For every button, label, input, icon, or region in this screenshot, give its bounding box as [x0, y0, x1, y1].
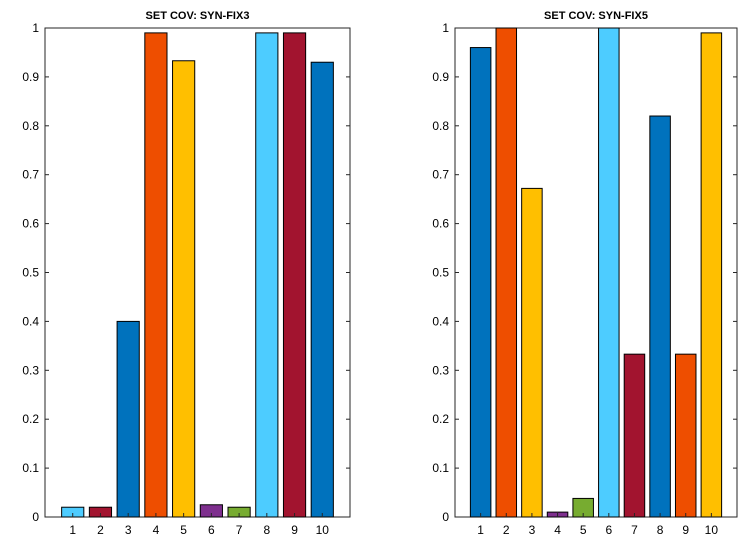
y-tick-label: 0.1 [22, 461, 39, 475]
y-tick-label: 0.7 [22, 168, 39, 182]
x-tick-label: 8 [657, 523, 664, 537]
y-tick-label: 0.2 [22, 412, 39, 426]
y-tick-label: 0.2 [432, 412, 449, 426]
y-axis-ticks: 0 0.1 0.2 0.3 0.4 0.5 0.6 0.7 0.8 0.9 1 [432, 21, 737, 524]
x-axis-ticks: 1 2 3 4 5 6 7 8 9 10 [477, 513, 718, 537]
bar-3 [521, 187, 543, 518]
bar-7 [623, 353, 646, 518]
y-tick-label: 0.8 [22, 119, 39, 133]
y-tick-label: 1 [442, 21, 449, 35]
x-tick-label: 7 [236, 523, 243, 537]
x-tick-label: 5 [180, 523, 187, 537]
chart-panel-syn-fix3: SET COV: SYN-FIX3 0 0.1 0.2 0.3 0.4 0.5 0.6 0.7… [22, 10, 351, 537]
y-tick-label: 0.5 [432, 266, 449, 280]
bar-series [61, 32, 334, 518]
x-tick-label: 9 [682, 523, 689, 537]
bar-series [469, 27, 723, 518]
y-axis-ticks: 0 0.1 0.2 0.3 0.4 0.5 0.6 0.7 0.8 0.9 1 [22, 21, 350, 524]
bar-9 [282, 32, 307, 518]
x-tick-label: 2 [503, 523, 510, 537]
bar-4 [144, 32, 168, 518]
y-tick-label: 0.9 [432, 70, 449, 84]
y-tick-label: 0.3 [432, 363, 449, 377]
y-tick-label: 0.4 [22, 314, 39, 328]
bar-8 [255, 32, 279, 518]
y-tick-label: 0.4 [432, 314, 449, 328]
x-tick-label: 2 [97, 523, 104, 537]
bar-3 [116, 320, 140, 518]
x-tick-label: 7 [631, 523, 638, 537]
y-tick-label: 0.9 [22, 70, 39, 84]
bar-10 [700, 32, 723, 518]
y-tick-label: 0 [32, 510, 39, 524]
x-tick-label: 5 [580, 523, 587, 537]
bar-6 [598, 27, 620, 518]
x-tick-label: 6 [208, 523, 215, 537]
x-tick-label: 6 [605, 523, 612, 537]
y-tick-label: 0 [442, 510, 449, 524]
y-tick-label: 0.1 [432, 461, 449, 475]
y-tick-label: 0.6 [432, 217, 449, 231]
x-tick-label: 1 [477, 523, 484, 537]
x-axis-ticks: 1 2 3 4 5 6 7 8 9 10 [69, 513, 329, 537]
chart-title: SET COV: SYN-FIX3 [146, 10, 250, 22]
y-tick-label: 0.8 [432, 119, 449, 133]
x-tick-label: 3 [125, 523, 132, 537]
x-tick-label: 4 [554, 523, 561, 537]
y-tick-label: 0.5 [22, 266, 39, 280]
x-tick-label: 10 [705, 523, 719, 537]
bar-9 [674, 353, 697, 518]
y-tick-label: 0.3 [22, 363, 39, 377]
y-tick-label: 1 [32, 21, 39, 35]
x-tick-label: 8 [263, 523, 270, 537]
x-tick-label: 1 [69, 523, 76, 537]
y-tick-label: 0.7 [432, 168, 449, 182]
chart-panel-syn-fix5: SET COV: SYN-FIX5 0 0.1 0.2 0.3 0.4 0.5 0.6 0.7… [432, 10, 738, 537]
chart-title: SET COV: SYN-FIX5 [544, 10, 648, 22]
bar-8 [649, 115, 671, 518]
bar-10 [310, 61, 334, 518]
x-tick-label: 4 [153, 523, 160, 537]
x-tick-label: 10 [316, 523, 330, 537]
bar-2 [495, 27, 518, 518]
x-tick-label: 3 [529, 523, 536, 537]
bar-1 [469, 47, 492, 518]
bar-5 [172, 60, 196, 518]
y-tick-label: 0.6 [22, 217, 39, 231]
x-tick-label: 9 [291, 523, 298, 537]
